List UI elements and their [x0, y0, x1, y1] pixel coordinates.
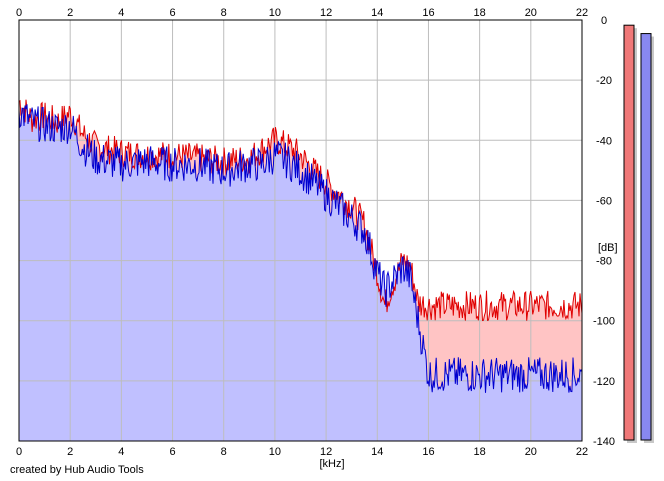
y-tick-label: -120 [593, 376, 615, 388]
x-tick-labels-top: 0 2 4 6 8 10 12 14 16 18 20 22 [16, 7, 588, 19]
x-axis-label: [kHz] [319, 458, 344, 470]
x-tick-label-bottom: 2 [67, 446, 73, 458]
x-tick-label-bottom: 18 [474, 446, 486, 458]
x-tick-label-bottom: 8 [221, 446, 227, 458]
y-tick-label: -20 [596, 75, 612, 87]
x-tick-label-top: 8 [221, 7, 227, 19]
x-tick-label-bottom: 16 [422, 446, 434, 458]
blue-channel-fill [19, 104, 582, 442]
x-tick-label-top: 16 [422, 7, 434, 19]
x-tick-label-top: 6 [169, 7, 175, 19]
blue-channel-line [18, 104, 583, 393]
blue-spectrum-line [18, 104, 583, 393]
x-tick-label-top: 22 [576, 7, 588, 19]
red-spectrum-line [18, 99, 583, 322]
y-tick-labels: 0 -20 -40 -60 -80 -100 -120 -140 [593, 15, 615, 448]
x-tick-label-bottom: 10 [269, 446, 281, 458]
credit-text: created by Hub Audio Tools [10, 464, 144, 476]
x-tick-label-top: 4 [118, 7, 124, 19]
x-tick-label-top: 10 [269, 7, 281, 19]
plot-border [18, 19, 583, 442]
y-tick-label: 0 [601, 15, 607, 27]
x-tick-label-bottom: 0 [16, 446, 22, 458]
y-tick-label: -40 [596, 135, 612, 147]
y-tick-label: -60 [596, 195, 612, 207]
level-meters [623, 24, 654, 443]
x-tick-label-top: 20 [525, 7, 537, 19]
x-tick-labels-bottom: 0 2 4 6 8 10 12 14 16 18 20 22 [16, 446, 588, 458]
x-tick-label-bottom: 14 [371, 446, 383, 458]
y-tick-label: -140 [593, 436, 615, 448]
x-tick-label-bottom: 20 [525, 446, 537, 458]
red-channel-line [18, 99, 583, 322]
blue-fill-area [19, 104, 582, 442]
red-level-meter [623, 24, 635, 441]
x-tick-label-bottom: 12 [320, 446, 332, 458]
blue-level-meter [640, 33, 652, 441]
x-tick-label-top: 12 [320, 7, 332, 19]
x-tick-label-top: 0 [16, 7, 22, 19]
x-tick-label-bottom: 4 [118, 446, 124, 458]
y-tick-label: -100 [593, 316, 615, 328]
x-tick-label-top: 18 [474, 7, 486, 19]
x-tick-label-top: 14 [371, 7, 383, 19]
plot-frame [18, 19, 583, 442]
y-axis-label: [dB] [598, 242, 618, 254]
x-tick-label-bottom: 6 [169, 446, 175, 458]
x-tick-label-bottom: 22 [576, 446, 588, 458]
y-tick-label: -80 [596, 256, 612, 268]
x-tick-label-top: 2 [67, 7, 73, 19]
